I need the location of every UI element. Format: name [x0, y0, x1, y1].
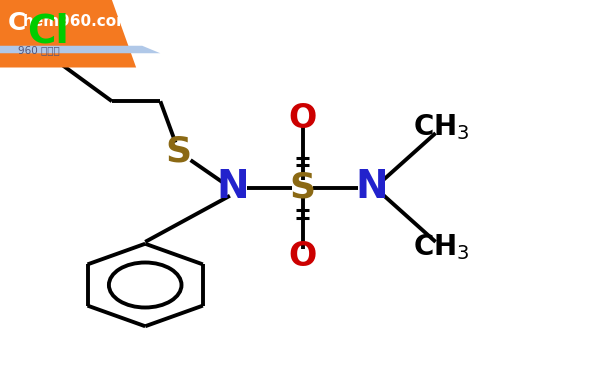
Text: S: S	[165, 135, 192, 169]
Text: S: S	[289, 171, 316, 204]
Polygon shape	[0, 46, 160, 53]
Text: Cl: Cl	[27, 13, 70, 51]
Text: O: O	[289, 102, 316, 135]
Text: 960 化工网: 960 化工网	[18, 45, 60, 55]
Text: N: N	[356, 168, 388, 207]
Text: N: N	[217, 168, 249, 207]
Text: CH$_3$: CH$_3$	[413, 112, 470, 142]
Polygon shape	[0, 0, 136, 68]
Text: CH$_3$: CH$_3$	[413, 232, 470, 262]
Text: hem960.com: hem960.com	[23, 14, 133, 29]
Text: C: C	[7, 10, 25, 34]
Text: O: O	[289, 240, 316, 273]
